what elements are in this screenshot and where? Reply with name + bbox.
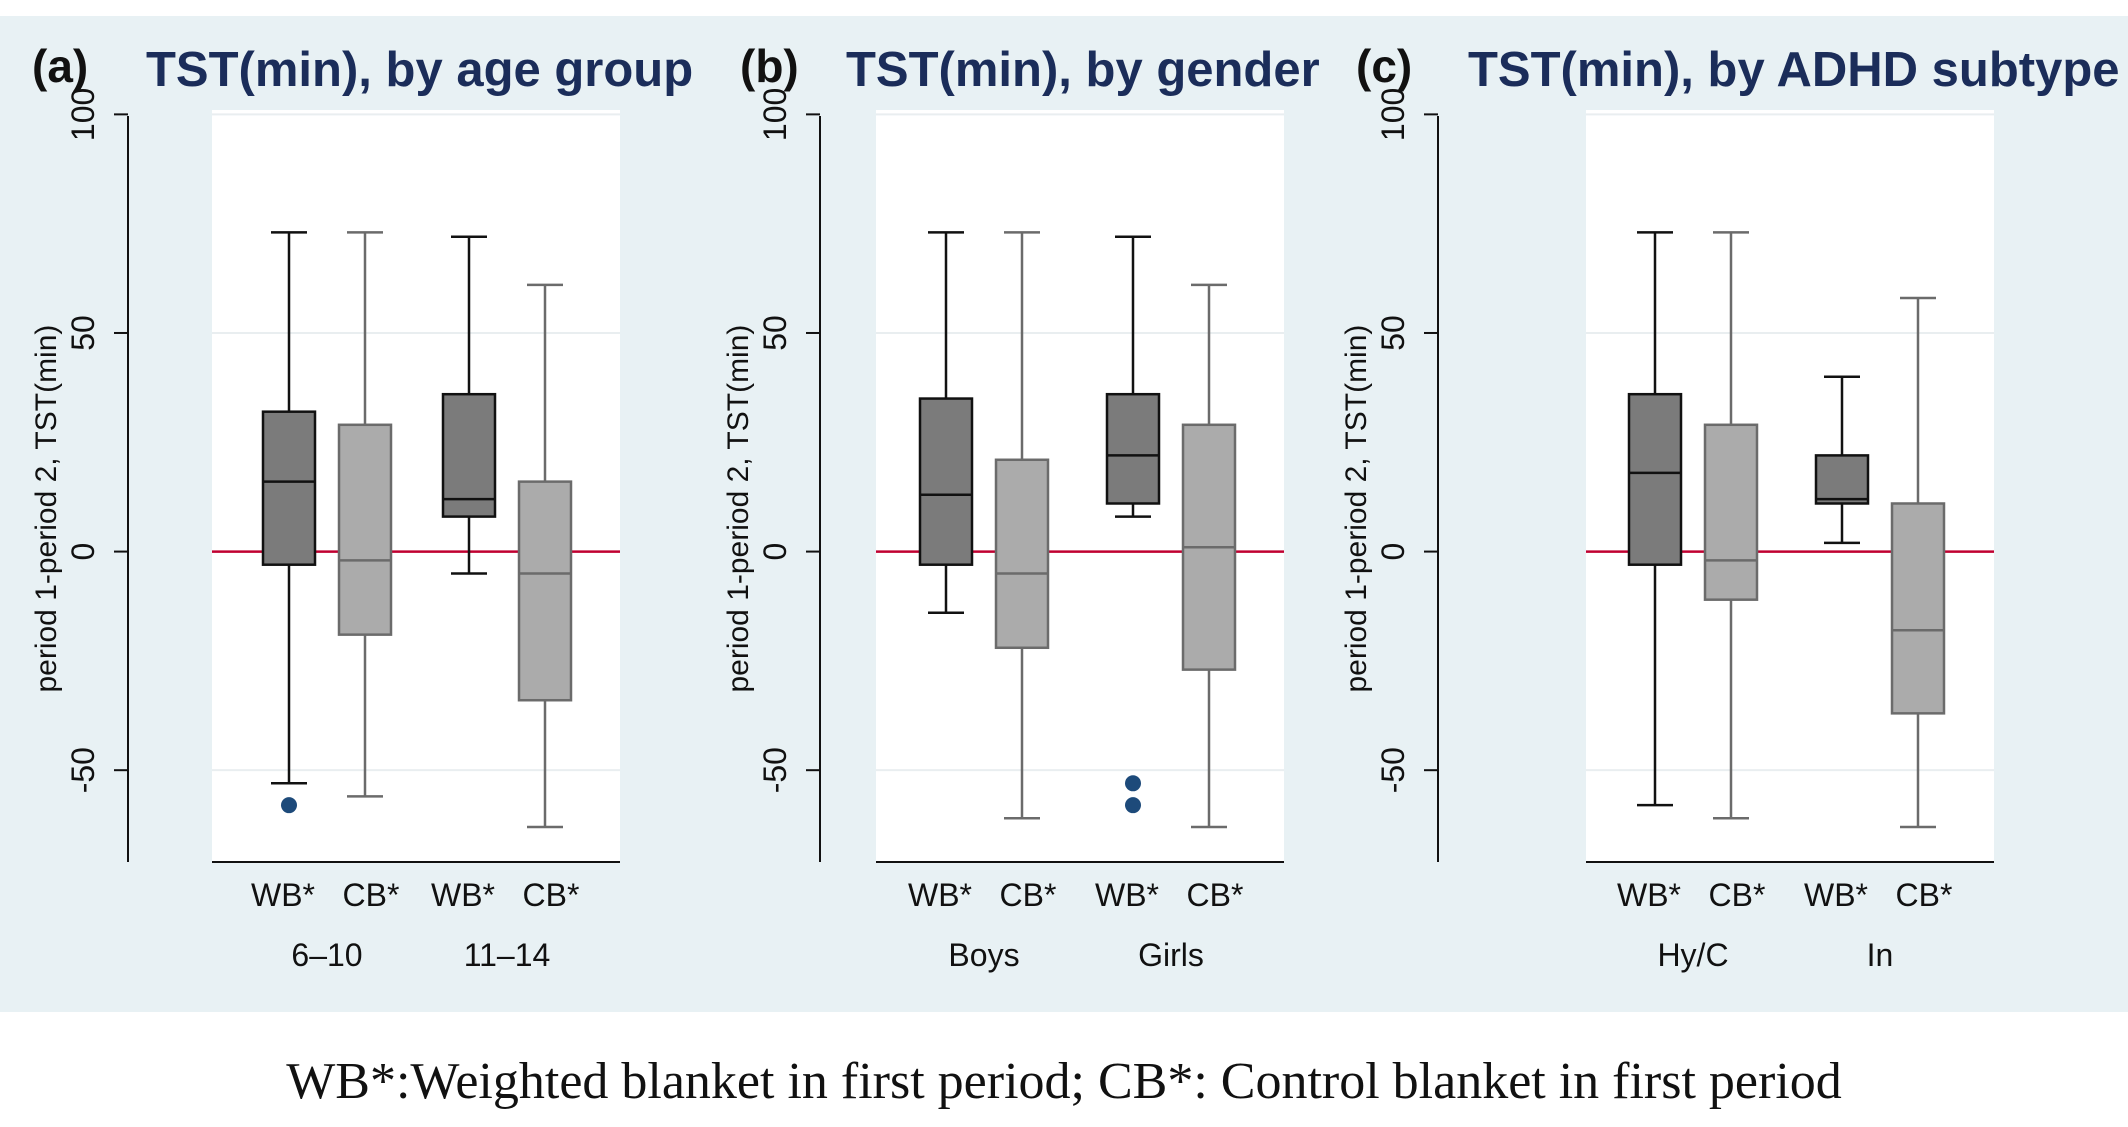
box-iqr (918, 397, 974, 566)
outlier-point (1125, 797, 1141, 814)
box-label-cb: CB* (343, 877, 400, 913)
box-label-cb: CB* (1709, 877, 1766, 913)
outlier-point (281, 797, 297, 814)
y-tick-label: -50 (65, 747, 101, 793)
box-cb (1181, 283, 1237, 829)
box-label-wb: WB* (1617, 877, 1681, 913)
box-cb (1703, 231, 1759, 820)
group-label: In (1867, 937, 1894, 973)
y-tick-label: -50 (757, 747, 793, 793)
y-tick-label: -50 (1375, 747, 1411, 793)
group-label: Boys (948, 937, 1019, 973)
box-label-wb: WB* (1804, 877, 1868, 913)
box-iqr (517, 480, 573, 702)
chart-panel-0: -50 0 50 100 period 1-period 2, TST(min) (a) T… (30, 40, 693, 973)
box-iqr (441, 392, 497, 518)
box-label-cb: CB* (1187, 877, 1244, 913)
chart-panel-2: -50 0 50 100 period 1-period 2, TST(min) (c) T… (1340, 40, 2120, 973)
group-label: Hy/C (1657, 937, 1728, 973)
chart-panel-1: -50 0 50 100 period 1-period 2, TST(min) (b) T… (722, 40, 1320, 973)
box-cb (1890, 296, 1946, 829)
panel-title: TST(min), by ADHD subtype (1468, 43, 2120, 97)
box-label-wb: WB* (431, 877, 495, 913)
box-label-cb: CB* (523, 877, 580, 913)
box-wb (1627, 231, 1683, 807)
box-iqr (1814, 454, 1870, 505)
y-axis-label: period 1-period 2, TST(min) (722, 325, 755, 693)
box-wb (1105, 235, 1161, 814)
figure-caption: WB*:Weighted blanket in first period; CB… (286, 1053, 1842, 1110)
y-tick-label: 50 (65, 315, 101, 351)
box-cb (994, 231, 1050, 820)
box-cb (337, 231, 393, 798)
group-label: Girls (1138, 937, 1204, 973)
box-iqr (1890, 502, 1946, 715)
y-tick-label: 50 (757, 315, 793, 351)
panel-title: TST(min), by gender (846, 43, 1320, 97)
y-tick-label: 0 (1375, 543, 1411, 561)
y-tick-label: 100 (757, 88, 793, 141)
box-iqr (1105, 392, 1161, 505)
box-iqr (1627, 392, 1683, 566)
box-wb (261, 231, 317, 814)
box-wb (441, 235, 497, 575)
box-wb (918, 231, 974, 615)
y-tick-label: 50 (1375, 315, 1411, 351)
panel-letter: (b) (740, 40, 799, 92)
box-label-wb: WB* (908, 877, 972, 913)
box-iqr (1703, 423, 1759, 601)
box-label-cb: CB* (1000, 877, 1057, 913)
group-label: 11–14 (464, 937, 551, 973)
box-iqr (994, 458, 1050, 650)
box-label-wb: WB* (1095, 877, 1159, 913)
y-axis-label: period 1-period 2, TST(min) (1340, 325, 1373, 693)
panel-letter: (c) (1356, 40, 1412, 92)
box-label-cb: CB* (1896, 877, 1953, 913)
outlier-point (1125, 775, 1141, 792)
panel-title: TST(min), by age group (146, 43, 693, 97)
y-tick-label: 100 (1375, 88, 1411, 141)
box-cb (517, 283, 573, 829)
y-tick-label: 0 (65, 543, 101, 561)
y-tick-label: 0 (757, 543, 793, 561)
y-axis-label: period 1-period 2, TST(min) (30, 325, 63, 693)
box-wb (1814, 375, 1870, 545)
box-iqr (337, 423, 393, 636)
box-label-wb: WB* (251, 877, 315, 913)
box-iqr (261, 410, 317, 566)
panel-letter: (a) (32, 40, 88, 92)
y-tick-label: 100 (65, 88, 101, 141)
group-label: 6–10 (291, 937, 362, 973)
